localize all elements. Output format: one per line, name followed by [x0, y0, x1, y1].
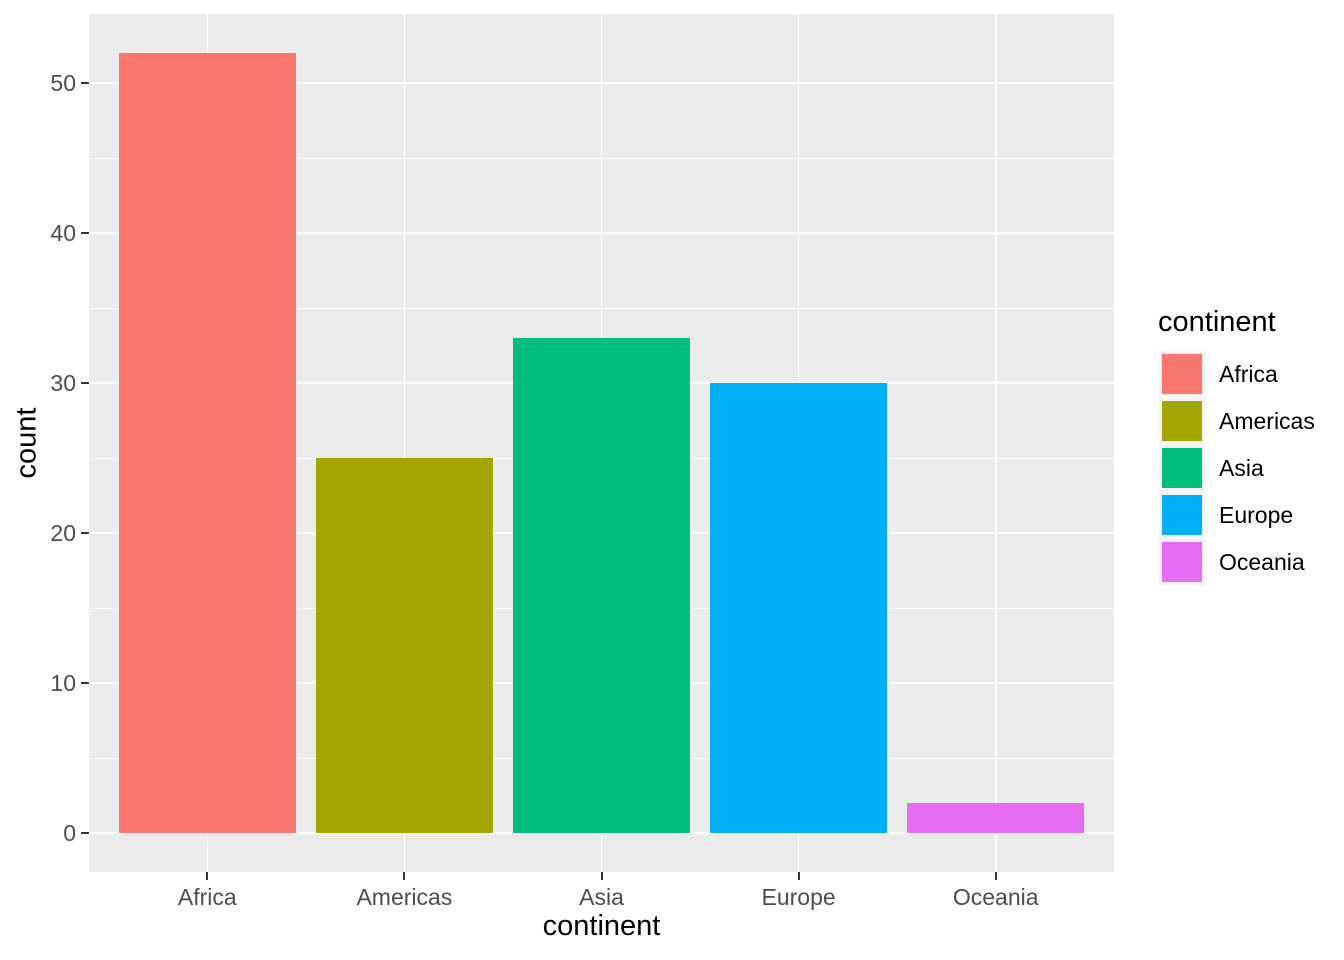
- legend-key-fill: [1162, 542, 1202, 582]
- y-tick-mark: [81, 832, 89, 834]
- x-tick-label: Oceania: [952, 884, 1039, 910]
- bar-americas: [315, 458, 494, 833]
- y-tick-label: 10: [50, 669, 76, 696]
- x-tick-mark: [797, 872, 800, 880]
- x-tick-mark: [206, 872, 209, 880]
- y-tick-label: 50: [50, 69, 76, 96]
- legend-key-fill: [1162, 354, 1202, 394]
- x-axis-title: continent: [542, 910, 661, 942]
- y-tick-mark: [81, 82, 89, 84]
- legend-label: Europe: [1219, 502, 1294, 528]
- legend-label: Americas: [1219, 408, 1315, 434]
- legend-key-oceania: [1159, 539, 1205, 585]
- legend-label: Africa: [1219, 361, 1278, 387]
- legend-key-fill: [1162, 448, 1202, 488]
- x-tick-mark: [403, 872, 406, 880]
- bar-oceania: [907, 803, 1085, 833]
- bar-africa: [118, 53, 296, 833]
- x-gridline-major: [403, 14, 406, 872]
- x-tick-label: Americas: [356, 884, 453, 910]
- x-tick-mark: [994, 872, 997, 880]
- y-tick-mark: [81, 382, 89, 384]
- y-axis-title: count: [10, 407, 43, 479]
- bar-asia: [512, 338, 691, 833]
- y-tick-label: 20: [50, 519, 76, 546]
- legend-key-americas: [1159, 398, 1205, 444]
- legend-label: Oceania: [1219, 549, 1305, 575]
- plot-panel: [89, 14, 1114, 872]
- y-tick-mark: [81, 682, 89, 684]
- x-tick-mark: [600, 872, 603, 880]
- legend-key-africa: [1159, 351, 1205, 397]
- legend-key-fill: [1162, 495, 1202, 535]
- legend-key-asia: [1159, 445, 1205, 491]
- y-tick-mark: [81, 232, 89, 234]
- legend-title: continent: [1158, 306, 1276, 338]
- y-tick-mark: [81, 532, 89, 534]
- x-gridline-major: [995, 14, 997, 872]
- x-tick-label: Asia: [579, 884, 624, 910]
- y-tick-label: 40: [50, 219, 76, 246]
- y-tick-label: 30: [50, 369, 76, 396]
- x-tick-label: Africa: [177, 884, 237, 910]
- x-tick-label: Europe: [761, 884, 836, 910]
- y-tick-label: 0: [63, 819, 76, 846]
- bar-europe: [709, 383, 888, 833]
- legend-label: Asia: [1219, 455, 1264, 481]
- legend-key-europe: [1159, 492, 1205, 538]
- legend-key-fill: [1162, 401, 1202, 441]
